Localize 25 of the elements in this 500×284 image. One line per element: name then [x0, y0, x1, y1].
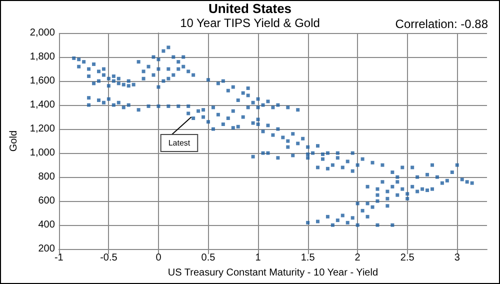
y-tick-label: 200	[38, 244, 56, 255]
y-tick-label: 1,000	[30, 148, 56, 159]
x-tick-label: 1	[255, 252, 262, 264]
annotation: Latest	[168, 138, 191, 148]
x-tick-label: 2.5	[400, 252, 415, 264]
y-tick-label: 600	[38, 196, 56, 207]
y-tick-label: 2,000	[30, 28, 56, 38]
y-tick-label: 1,600	[30, 76, 56, 87]
text: Correlation: -0.88	[395, 17, 488, 31]
y-tick-label: 400	[38, 220, 56, 231]
chart-title: United States	[208, 1, 292, 16]
y-tick-label: 1,400	[30, 100, 56, 111]
x-axis-title: US Treasury Constant Maturity - 10 Year - Yield	[168, 268, 378, 278]
y-axis-title: Gold	[8, 130, 20, 152]
x-tick-label: -1	[54, 252, 64, 264]
y-tick-label: 1,200	[30, 124, 56, 135]
x-tick-label: 2	[354, 252, 361, 264]
y-tick-label: 800	[38, 172, 56, 183]
x-tick-label: 0	[156, 252, 162, 264]
x-tick-label: -0.5	[100, 252, 118, 264]
y-tick-label: 1,800	[30, 52, 56, 63]
x-tick-label: 1.5	[300, 252, 316, 264]
chart-subtitle: 10 Year TIPS Yield & Gold	[180, 16, 320, 30]
x-tick-label: 3	[454, 252, 460, 264]
x-tick-label: 0.5	[201, 252, 216, 264]
